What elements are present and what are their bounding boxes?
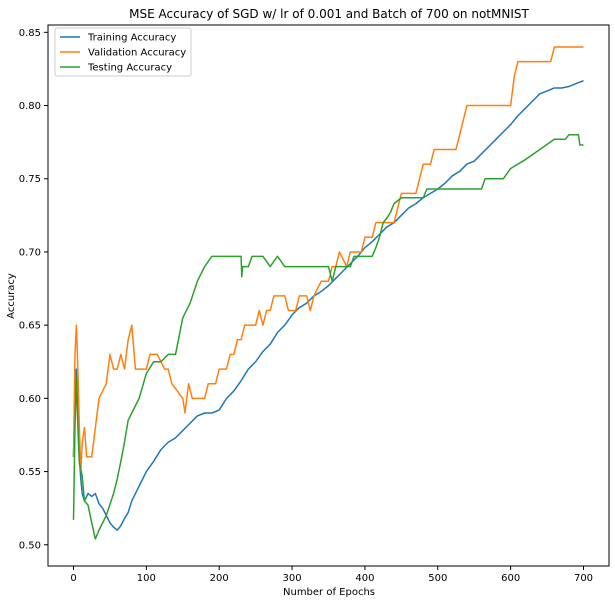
x-tick-label: 500	[428, 573, 447, 584]
legend: Training Accuracy Validation Accuracy Test…	[54, 27, 192, 77]
plot-area	[47, 24, 610, 567]
x-tick-label: 100	[137, 573, 156, 584]
series-line-0	[72, 79, 584, 531]
x-axis-title: Number of Epochs	[283, 587, 375, 598]
chart-title: MSE Accuracy of SGD w/ lr of 0.001 and B…	[129, 7, 529, 21]
y-axis-title: Accuracy	[6, 273, 17, 319]
legend-label-2: Testing Accuracy	[87, 63, 172, 74]
legend-box	[54, 27, 192, 77]
series-line-1	[72, 46, 584, 473]
legend-label-1: Validation Accuracy	[88, 48, 186, 59]
y-tick-label: 0.60	[19, 394, 41, 405]
series-layer	[72, 46, 584, 540]
y-tick-label: 0.55	[19, 467, 41, 478]
y-tick-label: 0.85	[19, 28, 41, 39]
x-tick-label: 300	[283, 573, 302, 584]
x-tick-label: 400	[355, 573, 374, 584]
series-line-2	[72, 134, 584, 540]
y-tick-label: 0.75	[19, 174, 41, 185]
x-tick-label: 200	[210, 573, 229, 584]
y-tick-label: 0.65	[19, 321, 41, 332]
y-tick-label: 0.80	[19, 101, 41, 112]
x-tick-label: 600	[501, 573, 520, 584]
x-tick-label: 700	[574, 573, 593, 584]
y-tick-label: 0.70	[19, 247, 41, 258]
x-tick-label: 0	[70, 573, 76, 584]
plot-frame	[47, 24, 610, 567]
legend-label-0: Training Accuracy	[87, 33, 176, 44]
y-axis: 0.50 0.55 0.60 0.65 0.70 0.75 0.80 0.85	[19, 28, 48, 551]
x-axis: 0 100 200 300 400 500 600 700	[70, 566, 593, 584]
y-tick-label: 0.50	[19, 540, 41, 551]
